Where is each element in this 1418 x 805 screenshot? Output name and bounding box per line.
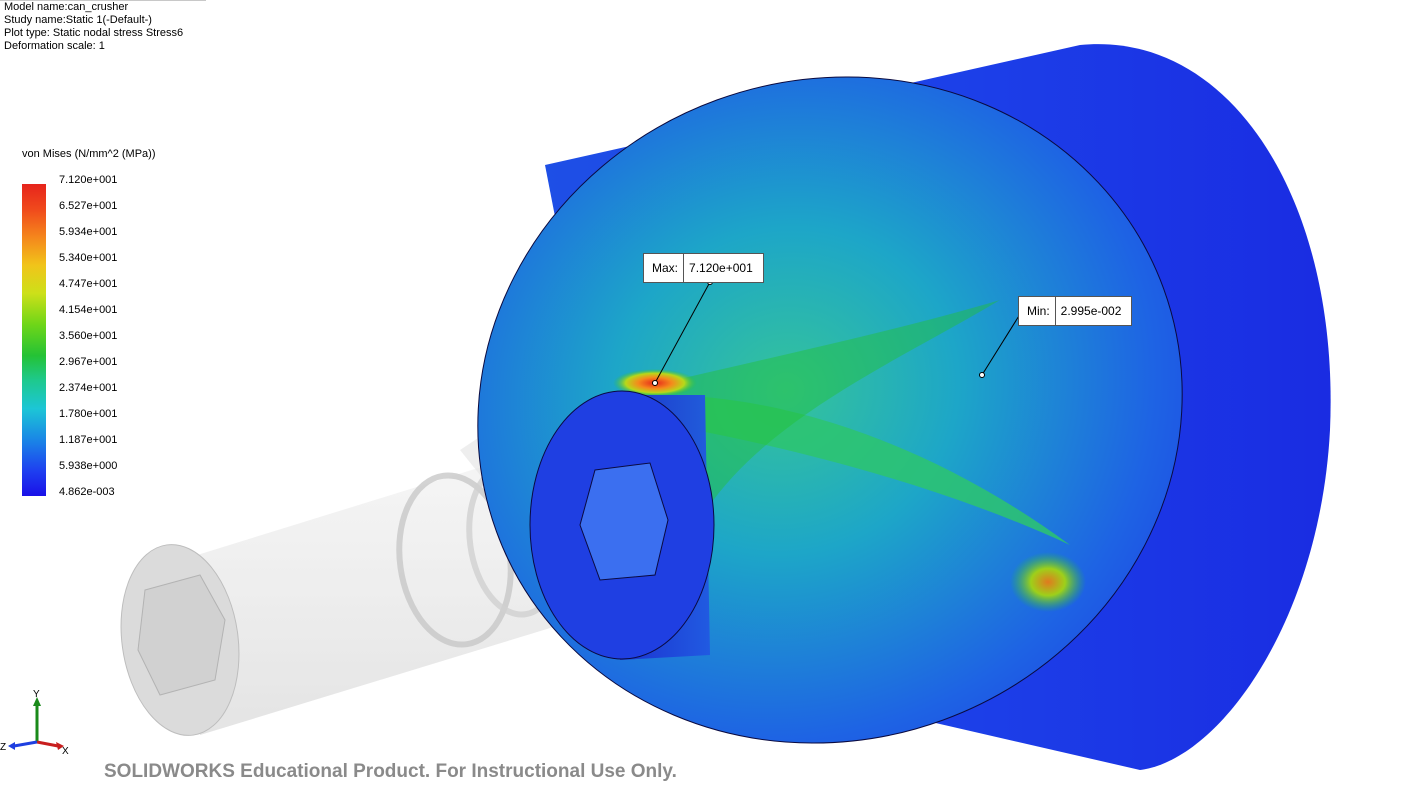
legend-tick-label: 5.340e+001 [59,252,118,264]
min-label: Min: [1019,297,1056,325]
axis-triad[interactable]: Y Z X [0,688,80,758]
header-divider [0,0,206,1]
legend-title: von Mises (N/mm^2 (MPa)) [22,148,156,160]
legend-tick-label: 1.187e+001 [59,434,118,446]
color-scale-bar [22,184,46,496]
legend-tick-label: 3.560e+001 [59,330,118,342]
max-label: Max: [644,254,685,282]
plot-type: Plot type: Static nodal stress Stress6 [4,27,184,39]
legend-tick-label: 7.120e+001 [59,174,118,186]
x-axis-label: X [62,746,69,757]
legend-tick-label: 5.938e+000 [59,460,118,472]
legend-tick-label: 2.374e+001 [59,382,118,394]
hex-socket [579,462,669,581]
study-name: Study name:Static 1(-Default-) [4,14,152,26]
legend-tick-label: 5.934e+001 [59,226,118,238]
legend-tick-label: 6.527e+001 [59,200,118,212]
legend-tick-label: 4.154e+001 [59,304,118,316]
z-axis-icon [13,740,38,748]
legend-tick-label: 4.862e-003 [59,486,115,498]
educational-watermark: SOLIDWORKS Educational Product. For Inst… [104,761,677,782]
secondary-stress-hotspot [1010,552,1086,612]
legend-tick-label: 1.780e+001 [59,408,118,420]
max-value: 7.120e+001 [689,261,753,275]
legend-tick-label: 2.967e+001 [59,356,118,368]
deformation-scale: Deformation scale: 1 [4,40,105,52]
min-callout[interactable]: Min: 2.995e-002 [1018,296,1133,326]
y-axis-label: Y [33,689,40,700]
x-axis-icon [36,740,59,748]
legend-tick-label: 4.747e+001 [59,278,118,290]
min-value: 2.995e-002 [1060,304,1122,318]
z-axis-label: Z [0,742,6,753]
max-callout[interactable]: Max: 7.120e+001 [643,253,764,283]
model-name: Model name:can_crusher [4,1,129,13]
